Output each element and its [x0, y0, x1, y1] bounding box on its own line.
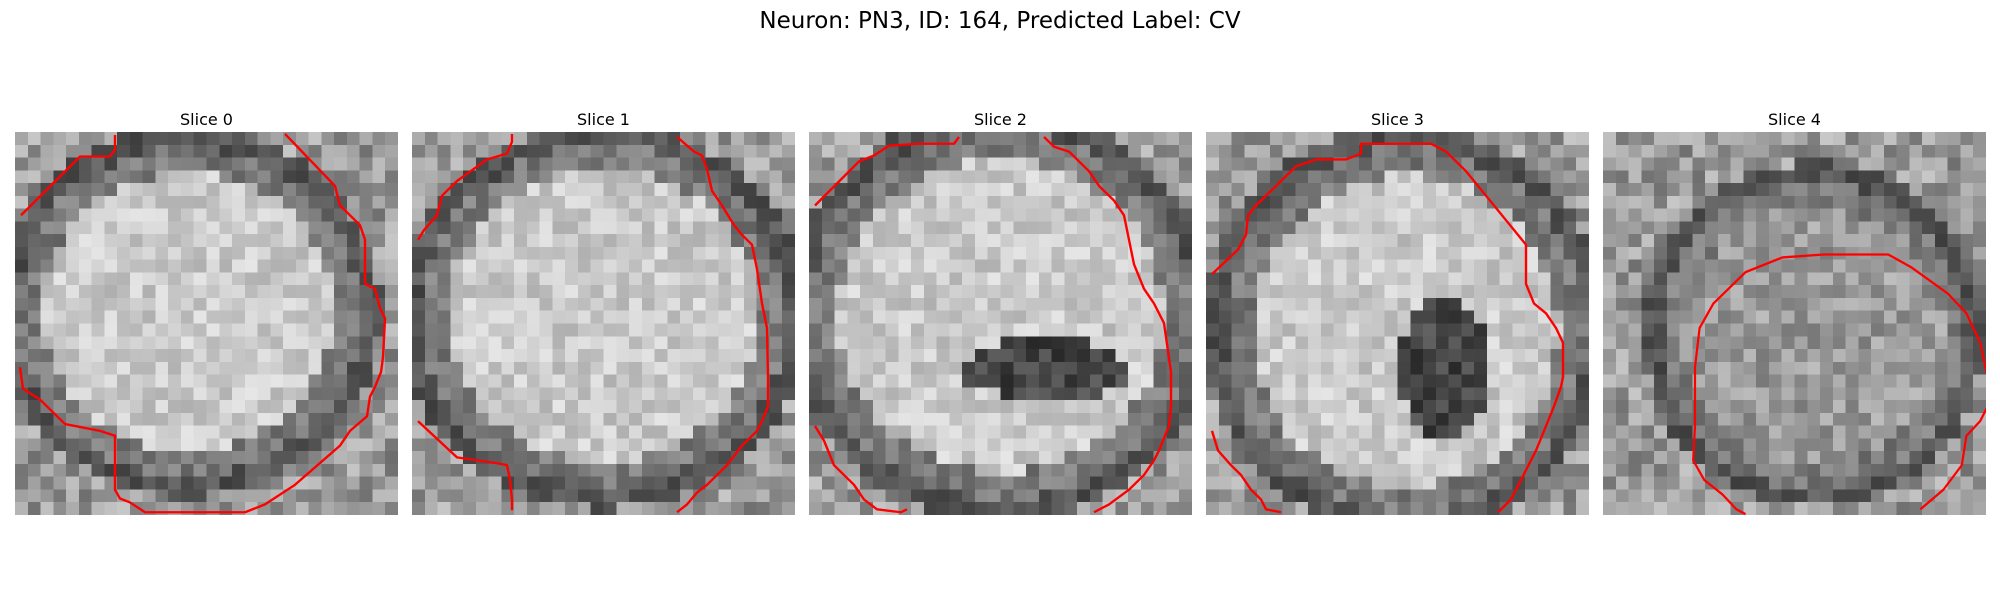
slice-panel-2: Slice 2: [809, 108, 1192, 515]
slice-panel-4: Slice 4: [1603, 108, 1986, 515]
slice-panel-1: Slice 1: [412, 108, 795, 515]
contour-line-3-0: [1211, 142, 1565, 514]
slice-title-4: Slice 4: [1768, 110, 1821, 129]
contour-line-2-2: [813, 425, 908, 514]
slice-panel-3: Slice 3: [1206, 108, 1589, 515]
slice-title-2: Slice 2: [974, 110, 1027, 129]
contour-line-1-1: [676, 136, 770, 514]
slice-title-1: Slice 1: [577, 110, 630, 129]
slice-title-0: Slice 0: [180, 110, 233, 129]
contour-line-0-0: [20, 134, 117, 217]
slice-image-2: [809, 132, 1192, 515]
slice-panel-0: Slice 0: [15, 108, 398, 515]
contour-line-3-1: [1210, 430, 1282, 514]
slice-image-3: [1206, 132, 1589, 515]
contour-line-2-1: [1043, 136, 1173, 514]
contour-line-1-2: [417, 420, 514, 511]
slice-title-3: Slice 3: [1371, 110, 1424, 129]
contour-line-0-1: [18, 133, 387, 514]
figure-title: Neuron: PN3, ID: 164, Predicted Label: C…: [759, 8, 1241, 34]
slice-image-0: [15, 132, 398, 515]
contour-line-2-0: [814, 136, 960, 207]
slice-image-1: [412, 132, 795, 515]
contour-line-4-0: [1692, 253, 1986, 515]
slice-image-4: [1603, 132, 1986, 515]
contour-line-1-0: [416, 133, 514, 241]
